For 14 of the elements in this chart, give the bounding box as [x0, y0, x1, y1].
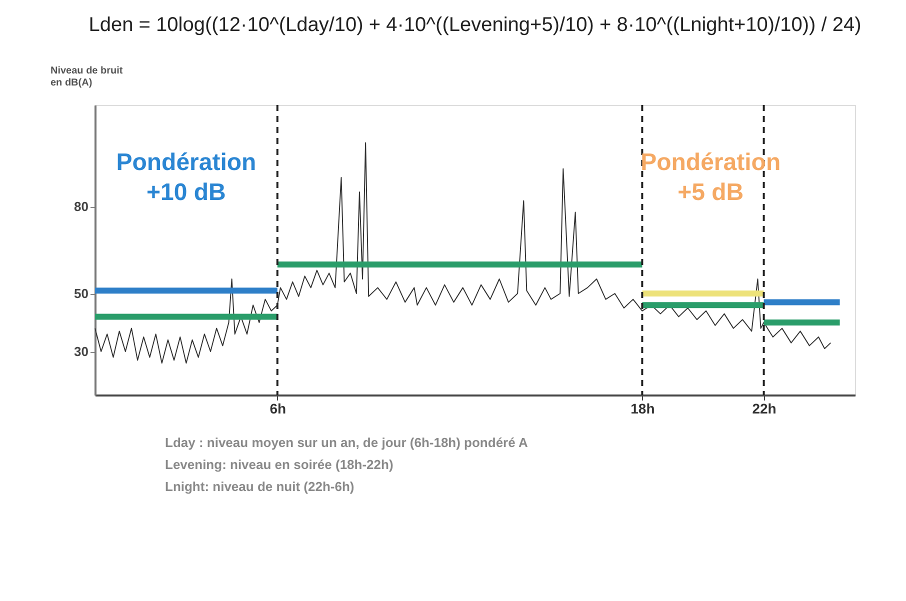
- y-tick-label: 50: [74, 286, 88, 301]
- x-tick-label: 22h: [752, 400, 776, 416]
- y-tick-label: 30: [74, 344, 88, 359]
- line-series: [94, 142, 832, 364]
- text: Lnight: niveau de nuit (22h-6h): [165, 479, 354, 494]
- y-axis-title: Niveau de bruit en dB(A): [50, 66, 124, 88]
- annotation: Pondération +5 dB: [640, 149, 781, 206]
- x-tick-label: 6h: [270, 400, 286, 416]
- x-tick-label: 18h: [630, 400, 655, 416]
- y-tick-label: 80: [74, 199, 88, 214]
- chart-title: Lden = 10log((12·10^(Lday/10) + 4·10^((Levening+5)/10) + 8·10^((Lnight+10)/10)) / 24): [88, 14, 862, 36]
- text: Lday : niveau moyen sur un an, de jour (6h-18h) pondéré A: [165, 435, 528, 450]
- text: Levening: niveau en soirée (18h-22h): [165, 457, 394, 472]
- annotation: Pondération +10 dB: [116, 149, 256, 206]
